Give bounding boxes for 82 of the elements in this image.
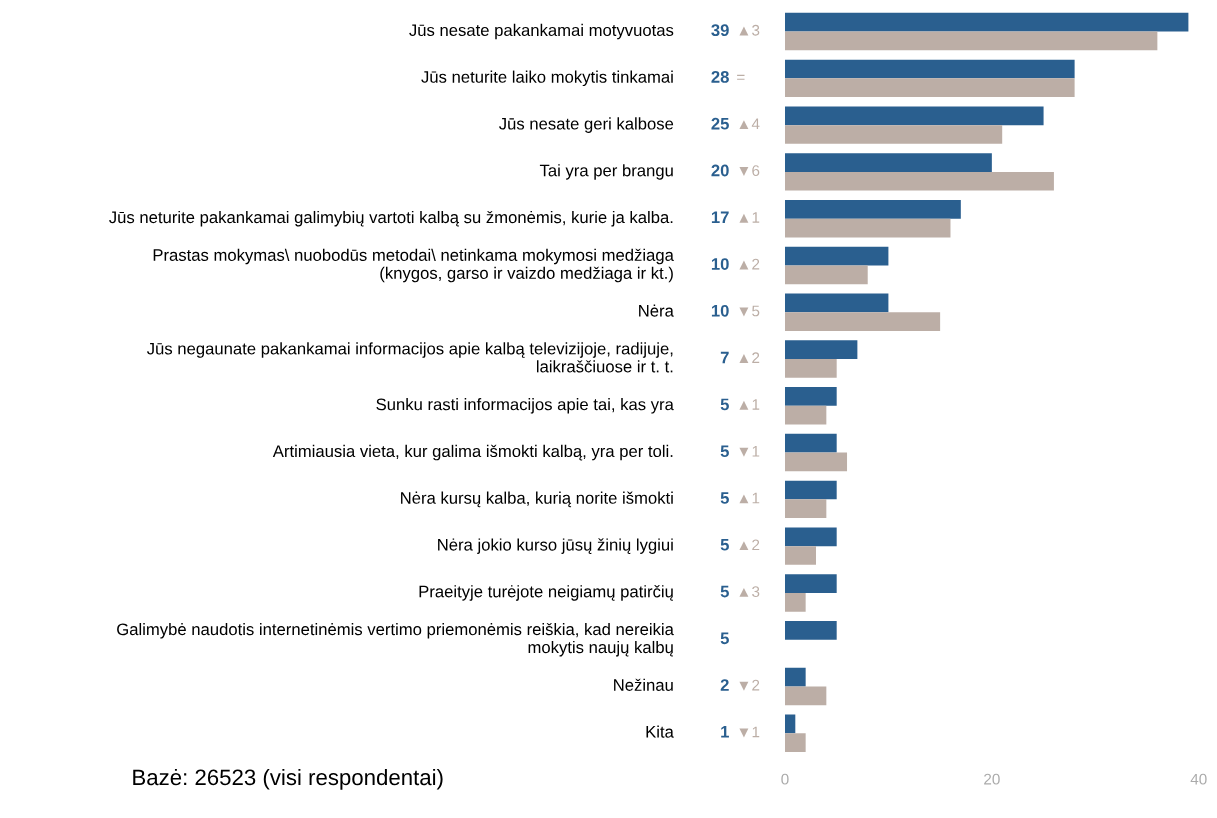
bar (784, 199, 961, 219)
text: ▲2 (739, 352, 760, 363)
bar (784, 527, 837, 547)
y-tick-label: Jūs nesate geri kalbose (499, 117, 674, 133)
bar (784, 246, 889, 266)
data-label: 5 (720, 492, 729, 504)
y-tick-label: Jūs neturite pakankamai galimybių vartoti kalbą su žmonėmis, kurie ja kalba. (109, 210, 673, 227)
text: ▲2 (739, 258, 760, 270)
text: Bazė: 26523 (visi respondentai) (133, 768, 443, 790)
bar (784, 733, 806, 752)
text: ▼1 (739, 446, 760, 457)
text: ▼5 (739, 305, 760, 317)
bar (784, 405, 827, 425)
bar (784, 546, 816, 565)
x-tick-label: 0 (781, 773, 789, 785)
text: ▲1 (739, 212, 760, 223)
data-label: 5 (720, 632, 729, 645)
data-label: 28 (711, 71, 729, 83)
bar (784, 714, 796, 734)
text: ▼6 (739, 165, 760, 177)
data-label: 10 (711, 304, 729, 317)
y-tick-label: Nėra jokio kurso jūsų žinių lygiui (438, 538, 673, 554)
y-tick-label: Tai yra per brangu (539, 164, 673, 180)
y-tick-label: Jūs nesate pakankamai motyvuotas (409, 23, 674, 40)
data-label: 25 (711, 117, 729, 130)
text: ▲3 (739, 24, 760, 36)
text: ▲2 (739, 539, 760, 551)
data-label: 5 (720, 538, 729, 551)
bar (784, 574, 837, 593)
text: ▲3 (739, 586, 760, 598)
y-tick-label: Sunku rasti informacijos apie tai, kas yra (376, 398, 674, 414)
data-label: 20 (711, 164, 729, 177)
text: ▲4 (739, 118, 760, 130)
bar (784, 387, 837, 406)
bar (784, 592, 806, 612)
bar (784, 686, 827, 706)
data-label: 10 (711, 258, 729, 270)
bar (784, 12, 1189, 32)
text: ▲1 (739, 492, 760, 504)
data-label: 1 (721, 726, 729, 738)
y-tick-label: Jūs negaunate pakankamai informacijos apie kalbą televizijoje, radijuje, laikraščiuose ir t. t. (146, 342, 673, 373)
y-tick-label: Nežinau (614, 678, 673, 691)
bar (784, 620, 837, 640)
bar (784, 340, 858, 360)
bar (784, 667, 806, 687)
bar (784, 359, 837, 378)
bar (784, 293, 889, 313)
bar (784, 106, 1044, 126)
text: = (737, 74, 745, 80)
bar (784, 218, 951, 238)
text: ▼1 (739, 726, 760, 738)
y-tick-label: Jūs neturite laiko mokytis tinkamai (421, 70, 673, 87)
bar (784, 31, 1158, 51)
data-label: 5 (720, 585, 729, 598)
y-tick-label: Praeityje turėjote neigiamų patirčių (419, 585, 673, 601)
bar (784, 452, 848, 472)
data-label: 2 (720, 679, 729, 691)
bar (784, 480, 837, 500)
bar (784, 433, 837, 453)
bar (784, 312, 941, 331)
bar (784, 265, 868, 285)
data-label: 5 (720, 445, 729, 458)
y-tick-label: Nėra kursų kalba, kurią norite išmokti (401, 491, 673, 508)
y-tick-label: Prastas mokymas\ nuobodūs metodai\ netinkama mokymosi medžiaga (knygos, garso ir vaizdo medžiaga ir kt.) (153, 248, 674, 283)
bar (784, 125, 1003, 144)
data-label: 7 (720, 351, 729, 364)
text: ▲1 (739, 399, 760, 410)
bar (784, 153, 992, 172)
y-tick-label: Galimybė naudotis internetinėmis vertimo priemonėmis reiškia, kad nereikia mokytis naujų kalbų (117, 622, 674, 657)
data-label: 17 (711, 211, 729, 223)
bar (784, 59, 1075, 79)
y-tick-label: Kita (646, 725, 674, 738)
bar (784, 78, 1075, 98)
bar (784, 499, 827, 519)
text: ▼2 (739, 679, 760, 691)
x-tick-label: 20 (984, 773, 1000, 785)
x-tick-label: 40 (1190, 773, 1207, 785)
data-label: 39 (711, 24, 729, 37)
data-label: 5 (720, 398, 729, 411)
bar (784, 171, 1054, 191)
y-tick-label: Nėra (639, 304, 674, 317)
y-tick-label: Artimiausia vieta, kur galima išmokti kalbą, yra per toli. (272, 444, 673, 461)
